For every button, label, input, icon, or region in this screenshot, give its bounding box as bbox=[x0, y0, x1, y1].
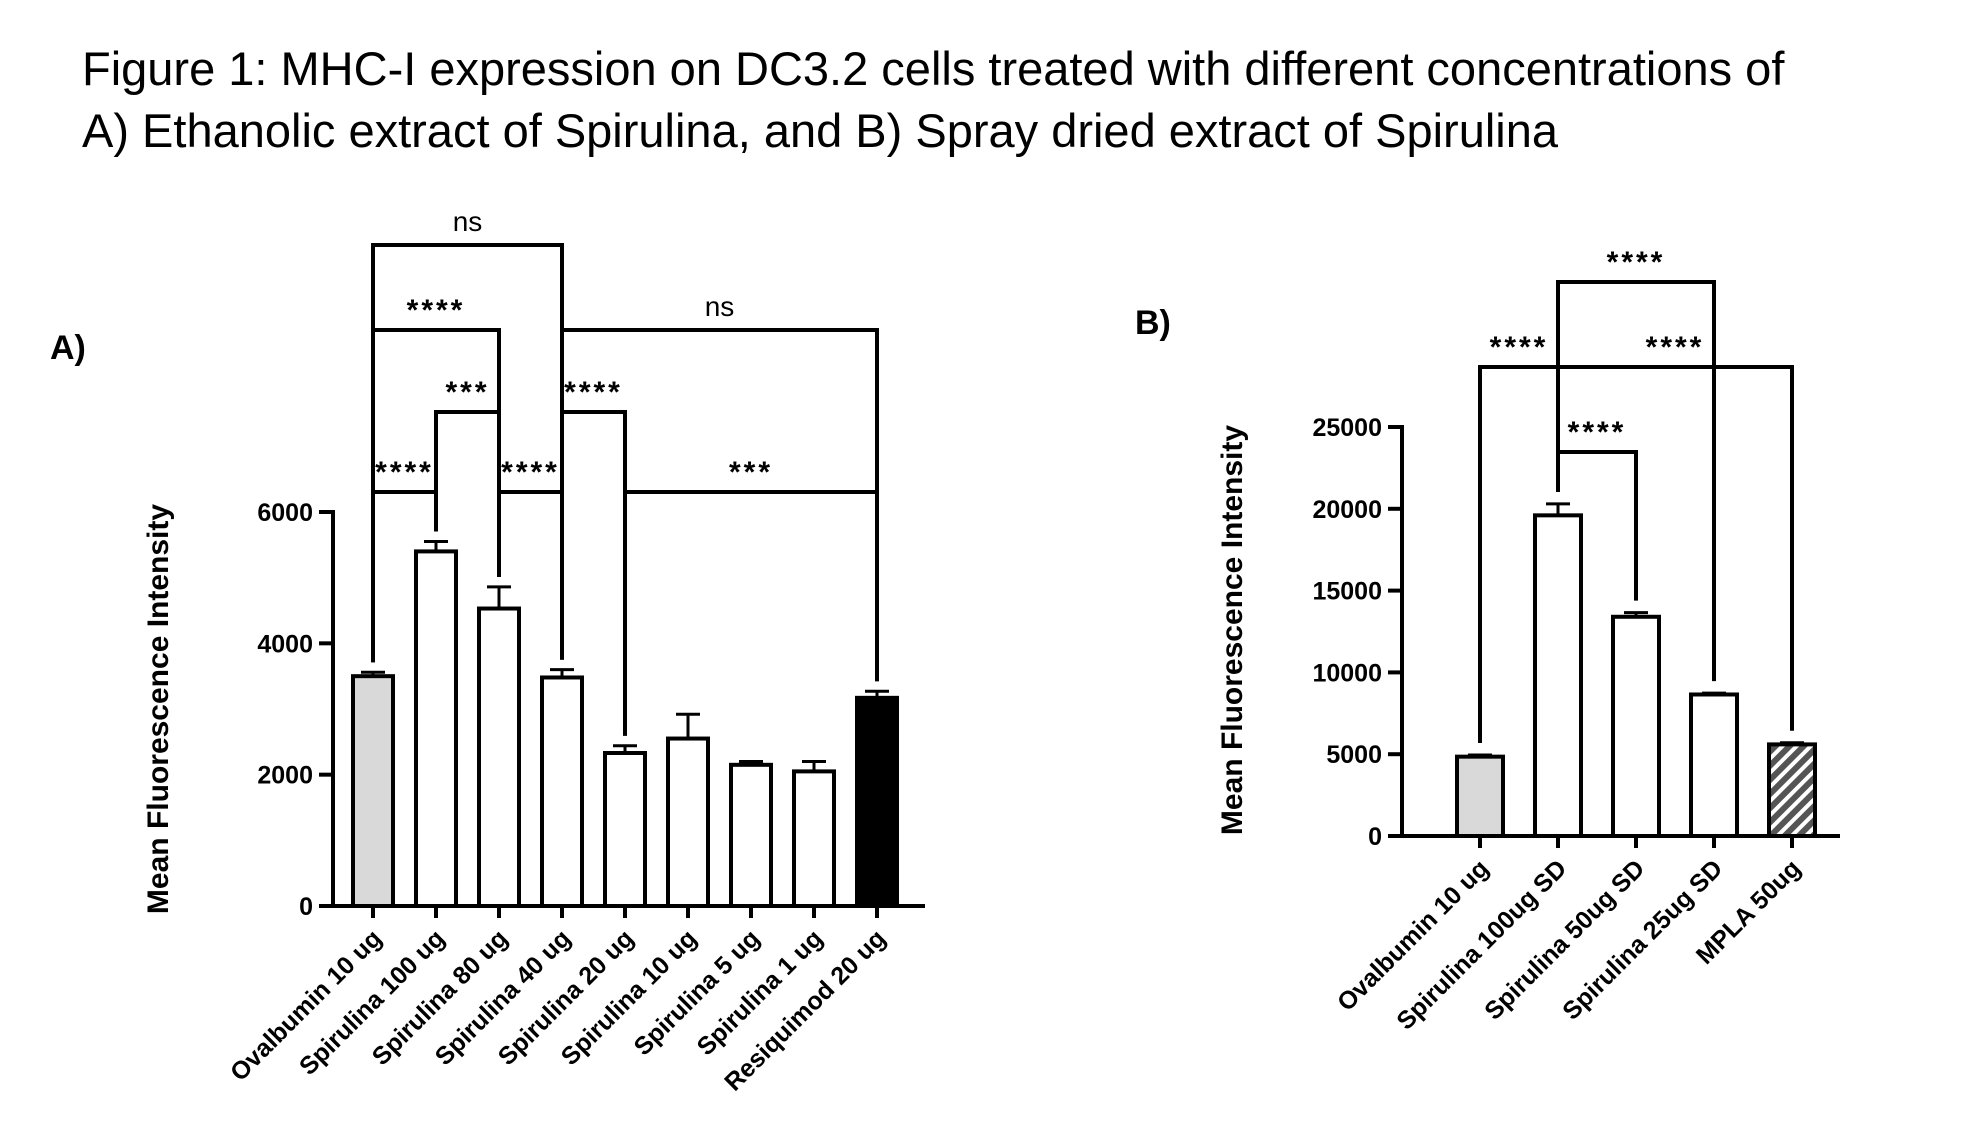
panel-b-chart: B) Mean Fluorescence Intensity 0 5000 10000 1… bbox=[1135, 246, 1840, 1035]
bar bbox=[1767, 742, 1817, 838]
bar bbox=[1455, 754, 1505, 838]
significance-label: **** bbox=[407, 294, 466, 327]
significance-label: **** bbox=[1646, 331, 1705, 364]
bar bbox=[855, 695, 899, 908]
bar bbox=[1533, 513, 1583, 838]
figure-title-line-2: A) Ethanolic extract of Spirulina, and B… bbox=[82, 104, 1559, 157]
significance-label: *** bbox=[445, 376, 489, 409]
panel-a-chart: A) Mean Fluorescence Intensity 0 2000 4000 60… bbox=[50, 206, 925, 1096]
significance-label: **** bbox=[1490, 331, 1549, 364]
significance-label: ns bbox=[453, 206, 483, 237]
y-tick-label: 6000 bbox=[257, 499, 313, 527]
y-tick-label: 0 bbox=[299, 893, 313, 921]
y-axis-label: Mean Fluorescence Intensity bbox=[1216, 425, 1249, 835]
y-tick-label: 2000 bbox=[257, 762, 313, 790]
figure-title: Figure 1: MHC-I expression on DC3.2 cell… bbox=[82, 38, 1962, 162]
y-tick-label: 25000 bbox=[1312, 414, 1382, 442]
bar bbox=[1689, 692, 1739, 839]
y-tick-label: 4000 bbox=[257, 630, 313, 658]
significance-label: **** bbox=[1568, 416, 1627, 449]
y-tick-label: 20000 bbox=[1312, 496, 1382, 524]
panel-label: A) bbox=[50, 329, 86, 367]
y-tick-label: 0 bbox=[1368, 823, 1382, 851]
bar bbox=[1611, 614, 1661, 838]
y-tick-label: 5000 bbox=[1326, 741, 1382, 769]
panel-label: B) bbox=[1135, 304, 1171, 342]
significance-label: **** bbox=[375, 456, 434, 489]
bar bbox=[603, 750, 647, 908]
significance-label: **** bbox=[1607, 246, 1666, 279]
significance-bracket bbox=[1556, 280, 1716, 682]
bar bbox=[792, 769, 836, 909]
significance-label: ns bbox=[705, 291, 735, 322]
bar bbox=[414, 549, 458, 909]
bar bbox=[351, 674, 395, 909]
significance-bracket bbox=[623, 490, 879, 736]
bar bbox=[666, 736, 710, 908]
y-tick-label: 15000 bbox=[1312, 578, 1382, 606]
bar bbox=[540, 675, 584, 908]
y-axis-label: Mean Fluorescence Intensity bbox=[142, 504, 175, 914]
significance-bracket bbox=[371, 243, 564, 663]
y-tick-label: 10000 bbox=[1312, 659, 1382, 687]
significance-label: **** bbox=[564, 376, 623, 409]
x-tick-label: Ovalbumin 10 ug bbox=[1332, 854, 1494, 1016]
bar bbox=[729, 762, 773, 908]
significance-label: *** bbox=[729, 456, 773, 489]
figure-title-line-1: Figure 1: MHC-I expression on DC3.2 cell… bbox=[82, 42, 1785, 95]
bar bbox=[477, 606, 521, 909]
significance-label: **** bbox=[501, 456, 560, 489]
